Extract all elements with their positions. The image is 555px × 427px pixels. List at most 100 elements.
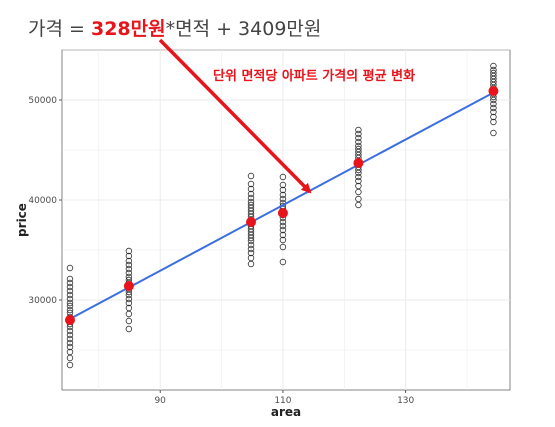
data-point: [247, 260, 255, 268]
data-point: [247, 245, 255, 253]
data-point: [490, 118, 497, 126]
data-point: [490, 100, 497, 108]
data-point: [125, 261, 133, 269]
data-point: [355, 145, 362, 153]
y-tick-label: 40000: [28, 196, 57, 206]
data-point: [66, 339, 74, 347]
data-point: [490, 66, 497, 74]
data-point: [125, 269, 133, 277]
data-point: [279, 191, 287, 199]
data-point: [355, 130, 362, 138]
data-point: [355, 182, 362, 190]
data-point: [66, 295, 74, 303]
data-point: [247, 241, 255, 249]
data-point: [279, 236, 287, 244]
data-point: [490, 104, 497, 112]
x-tick-label: 110: [274, 396, 291, 406]
data-point: [279, 231, 287, 239]
data-point: [279, 258, 287, 266]
equation-coefficient: 328만원: [90, 18, 166, 40]
data-point: [355, 195, 362, 203]
data-point: [279, 222, 287, 230]
data-point: [247, 249, 255, 257]
data-point: [125, 299, 133, 307]
data-point: [279, 195, 287, 203]
data-point: [66, 275, 74, 283]
regression-line: [69, 91, 494, 320]
data-point: [247, 201, 255, 209]
data-point: [355, 138, 362, 146]
data-point: [490, 129, 497, 137]
data-point: [66, 335, 74, 343]
plot-panel: [61, 49, 511, 391]
data-point: [125, 310, 133, 318]
data-point: [247, 180, 255, 188]
data-point: [66, 306, 74, 314]
data-point: [125, 252, 133, 260]
data-point: [125, 304, 133, 312]
data-point: [125, 265, 133, 273]
data-point: [125, 247, 133, 255]
data-point: [66, 331, 74, 339]
data-point: [279, 243, 287, 251]
data-point: [247, 198, 255, 206]
data-point: [66, 287, 74, 295]
data-point: [125, 317, 133, 325]
data-point: [66, 361, 74, 369]
data-point: [247, 185, 255, 193]
equation-suffix: *면적 + 3409만원: [165, 18, 322, 40]
mean-point: [277, 208, 288, 218]
data-point: [355, 126, 362, 134]
group-means: [64, 86, 499, 325]
data-point: [279, 226, 287, 234]
equation-prefix: 가격 =: [28, 18, 91, 40]
data-point: [66, 299, 74, 307]
y-tick-label: 50000: [28, 96, 57, 106]
data-point: [355, 177, 362, 185]
y-axis-title: price: [15, 203, 29, 237]
data-point: [66, 343, 74, 351]
data-point: [66, 283, 74, 291]
data-point: [279, 186, 287, 194]
data-point: [490, 108, 497, 116]
regression-equation: 가격 = 328만원*면적 + 3409만원: [28, 14, 321, 41]
grid-lines: [62, 49, 510, 390]
data-point: [247, 190, 255, 198]
mean-point: [64, 315, 75, 325]
data-point: [66, 291, 74, 299]
data-point: [125, 295, 133, 303]
mean-point: [488, 86, 499, 96]
x-axis-title: area: [271, 405, 301, 419]
data-point: [66, 354, 74, 362]
data-point: [66, 327, 74, 335]
data-point: [355, 134, 362, 142]
data-point: [247, 172, 255, 180]
data-point: [490, 69, 497, 77]
data-point: [247, 194, 255, 202]
data-point: [490, 113, 497, 121]
data-point: [125, 291, 133, 299]
x-axis-ticks: 90 110 130: [154, 390, 415, 406]
data-point: [355, 173, 362, 181]
data-point: [66, 264, 74, 272]
data-point: [125, 325, 133, 333]
data-point: [355, 142, 362, 150]
data-point: [279, 173, 287, 181]
data-point: [66, 279, 74, 287]
data-point: [279, 218, 287, 226]
data-point: [247, 254, 255, 262]
x-tick-label: 130: [397, 396, 414, 406]
y-axis-ticks: 30000 40000 50000: [28, 96, 62, 306]
data-point: [66, 348, 74, 356]
data-point: [66, 302, 74, 310]
mean-point: [353, 158, 364, 168]
data-point: [490, 62, 497, 70]
data-point: [125, 257, 133, 265]
data-point: [125, 273, 133, 281]
annotation-text: 단위 면적당 아파트 가격의 평균 변화: [213, 68, 415, 84]
y-tick-label: 30000: [28, 296, 57, 306]
data-point: [279, 181, 287, 189]
x-tick-label: 90: [154, 396, 166, 406]
mean-point: [123, 281, 134, 291]
